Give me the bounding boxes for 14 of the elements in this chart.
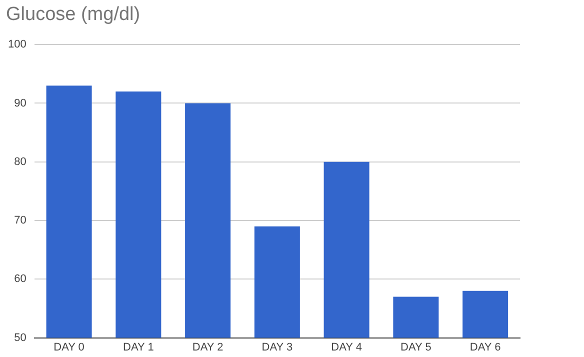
x-tick-label: DAY 4 <box>331 341 362 354</box>
y-tick-label: 50 <box>14 332 26 344</box>
chart-title: Glucose (mg/dl) <box>6 4 140 26</box>
x-tick-label: DAY 6 <box>470 341 501 354</box>
x-tick-label: DAY 3 <box>262 341 293 354</box>
x-tick-label: DAY 1 <box>123 341 154 354</box>
y-tick-label: 70 <box>14 214 26 227</box>
y-tick-label: 100 <box>8 38 26 51</box>
x-tick-label: DAY 5 <box>400 341 432 354</box>
y-tick-label: 80 <box>14 156 26 168</box>
y-tick-label: 60 <box>14 273 26 286</box>
y-tick-label: 90 <box>14 97 26 110</box>
x-tick-label: DAY 2 <box>192 341 224 354</box>
x-tick-label: DAY 0 <box>54 341 84 354</box>
